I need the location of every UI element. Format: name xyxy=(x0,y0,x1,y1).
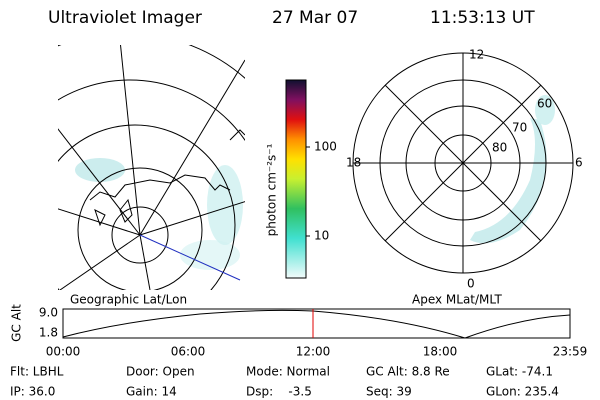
info-field: Gain: 14 xyxy=(126,385,177,399)
x-tick-label: 00:00 xyxy=(46,345,81,359)
mlt-label: 18 xyxy=(346,156,361,170)
info-field: Dsp: -3.5 xyxy=(246,385,312,399)
map-label: Geographic Lat/Lon xyxy=(70,293,187,307)
mlt-label: 0 xyxy=(467,277,475,291)
info-field: GLat: -74.1 xyxy=(486,365,553,379)
x-tick-label: 06:00 xyxy=(171,345,206,359)
mlt-label: 6 xyxy=(575,156,583,170)
colorbar-tick: 10 xyxy=(314,229,329,243)
x-tick-label: 23:59 xyxy=(553,345,588,359)
map-label: Apex MLat/MLT xyxy=(412,293,502,307)
info-field: Flt: LBHL xyxy=(10,365,64,379)
polar-plot: 12 18 6 0 60 70 80 xyxy=(346,48,583,291)
info-field: Seq: 39 xyxy=(366,385,412,399)
colorbar-label: photon cm⁻²s⁻¹ xyxy=(265,143,279,236)
colorbar-tick: 100 xyxy=(314,140,337,154)
colorbar xyxy=(285,79,307,279)
y-tick-label: 1.8 xyxy=(39,326,58,340)
mlt-label: 12 xyxy=(469,48,484,62)
lat-label: 60 xyxy=(537,97,552,111)
x-tick-label: 18:00 xyxy=(423,345,458,359)
y-axis-label: GC Alt xyxy=(10,304,24,342)
info-field: GLon: 235.4 xyxy=(486,385,559,399)
info-panel: Flt: LBHL IP: 36.0 Door: Open Gain: 14 Mode:… xyxy=(10,365,559,399)
time: 11:53:13 UT xyxy=(430,8,535,28)
lat-label: 70 xyxy=(512,121,527,135)
info-field: IP: 36.0 xyxy=(10,385,55,399)
info-field: Mode: Normal xyxy=(246,365,330,379)
date: 27 Mar 07 xyxy=(272,8,358,28)
lat-label: 80 xyxy=(492,141,507,155)
y-tick-label: 9.0 xyxy=(39,306,58,320)
altitude-plot: GC Alt 9.0 1.8 00:00 06:00 12:00 18:00 2… xyxy=(10,304,588,359)
title: Ultraviolet Imager xyxy=(48,8,202,28)
geographic-map xyxy=(58,45,245,290)
x-tick-label: 12:00 xyxy=(296,345,331,359)
info-field: GC Alt: 8.8 Re xyxy=(366,365,450,379)
info-field: Door: Open xyxy=(126,365,195,379)
